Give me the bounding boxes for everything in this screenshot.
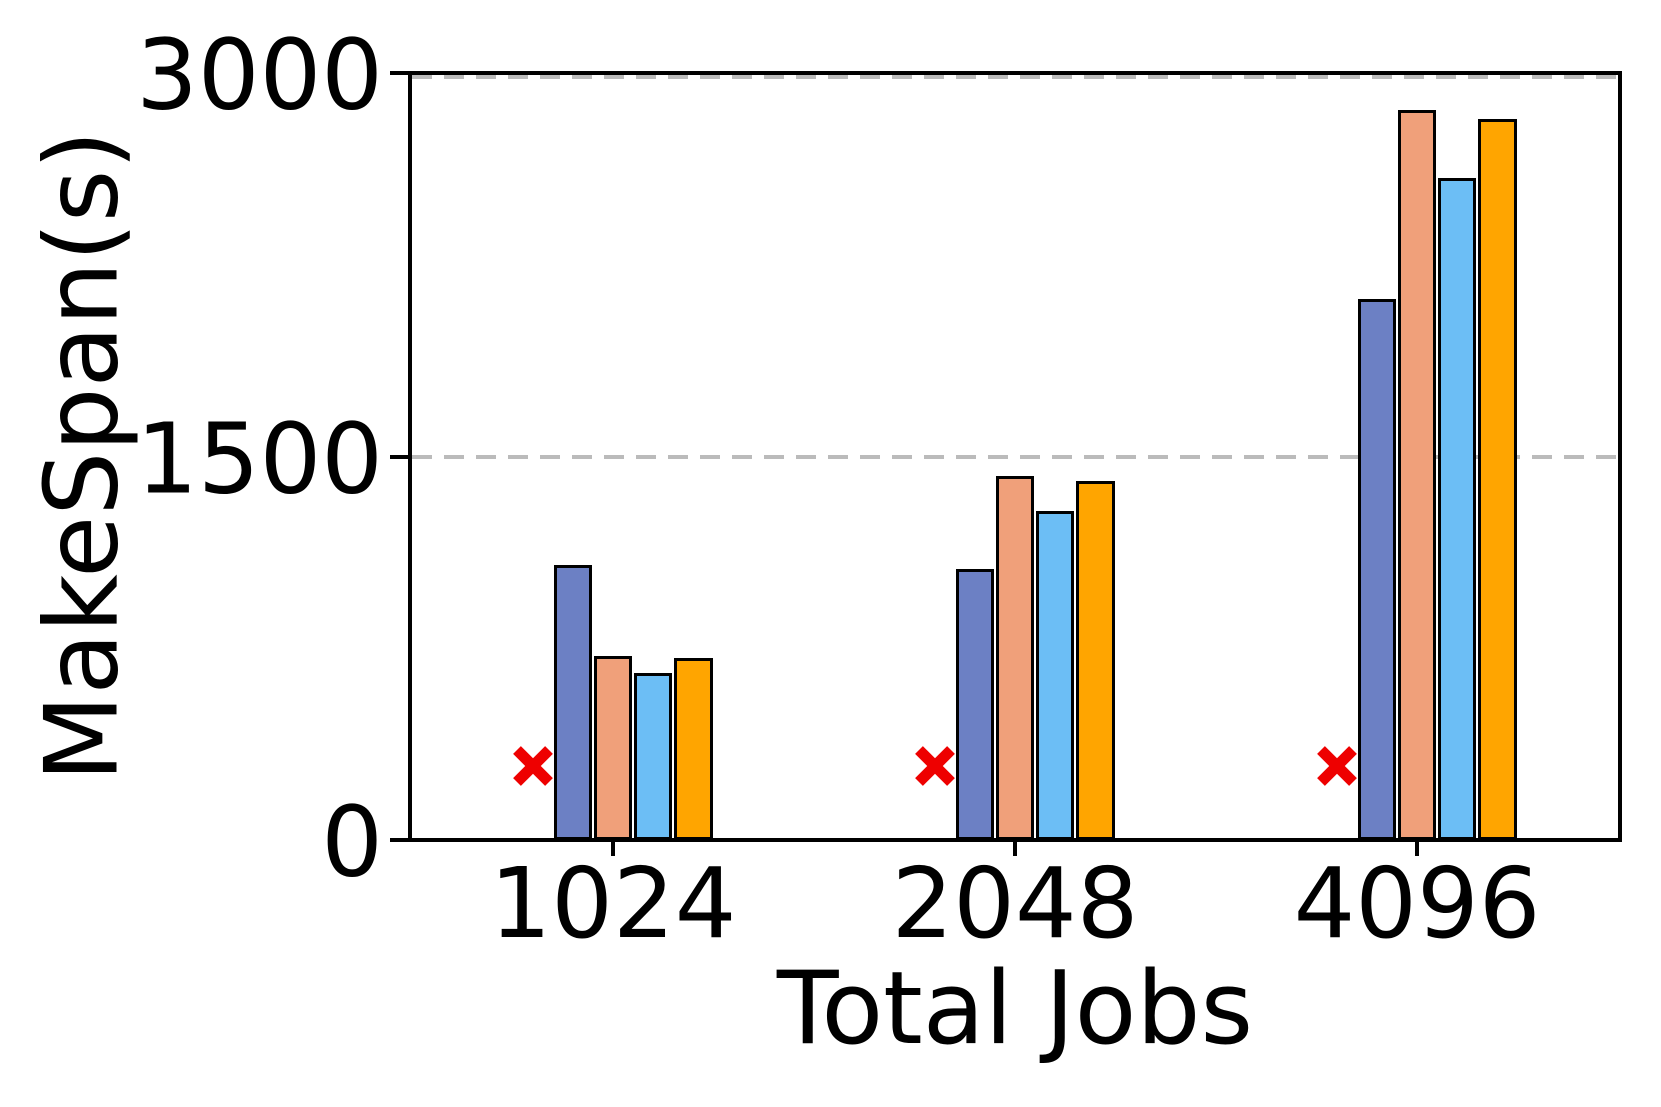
x-axis-label: Total Jobs: [776, 949, 1254, 1067]
bar-orange-bars-4096: [1478, 119, 1517, 840]
x-marker-icon: [914, 745, 955, 786]
y-tick-label-1500: 1500: [136, 401, 383, 515]
bar-slate-blue-bars-2048: [955, 568, 995, 840]
x-tick-label-1024: 1024: [489, 847, 737, 960]
x-tick-mark-2048: [1013, 842, 1017, 856]
x-tick-label-2048: 2048: [891, 847, 1139, 960]
bar-light-blue-bars-4096: [1437, 177, 1477, 840]
failed-x-marker-4096: [1315, 744, 1359, 788]
failed-x-marker-2048: [913, 744, 957, 788]
bar-salmon-bars-4096: [1397, 110, 1437, 840]
y-tick-mark-1500: [390, 454, 408, 459]
y-tick-mark-0: [390, 838, 408, 842]
bar-slate-blue-bars-4096: [1357, 299, 1397, 840]
gridline-3000: [412, 75, 1618, 79]
bar-orange-bars-2048: [1076, 480, 1115, 840]
bar-salmon-bars-2048: [995, 475, 1035, 840]
bar-orange-bars-1024: [674, 658, 713, 840]
bar-slate-blue-bars-1024: [553, 565, 593, 840]
bar-light-blue-bars-2048: [1035, 511, 1075, 840]
y-tick-mark-3000: [390, 71, 408, 75]
gridline-1500: [412, 454, 1618, 459]
x-marker-icon: [512, 745, 553, 786]
plot-area: [408, 71, 1622, 842]
x-tick-mark-4096: [1415, 842, 1419, 856]
x-tick-label-4096: 4096: [1293, 847, 1541, 960]
x-marker-icon: [1316, 745, 1357, 786]
bar-light-blue-bars-1024: [633, 672, 673, 840]
y-axis-label: MakeSpan(s): [22, 130, 141, 782]
bar-salmon-bars-1024: [593, 655, 633, 840]
y-tick-label-3000: 3000: [136, 18, 383, 132]
y-tick-label-0: 0: [321, 785, 383, 899]
x-tick-mark-1024: [611, 842, 615, 856]
failed-x-marker-1024: [511, 744, 555, 788]
